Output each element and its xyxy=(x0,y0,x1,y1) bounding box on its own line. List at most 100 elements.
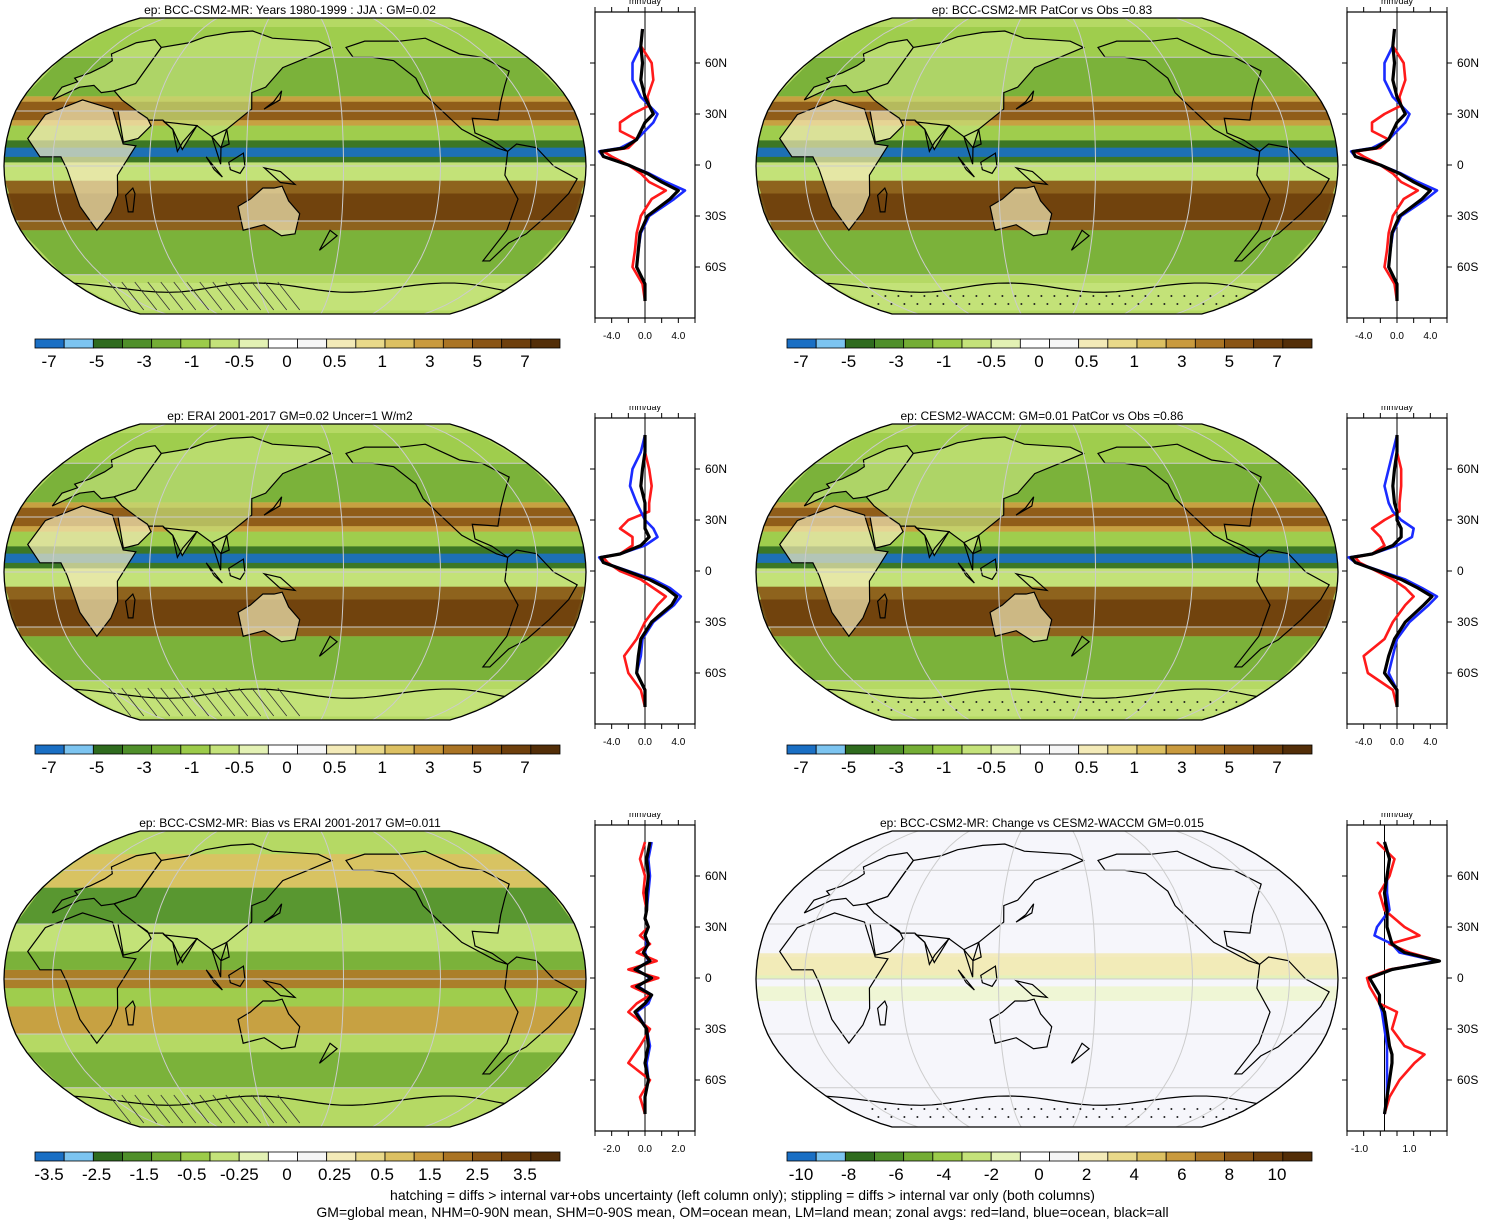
stipple-dot xyxy=(1163,1116,1166,1118)
stipple-dot xyxy=(903,303,906,305)
lat-tick-label: 60N xyxy=(705,869,727,883)
stipple-dot xyxy=(1053,295,1056,297)
graticule-line xyxy=(245,831,270,1127)
hatch-mark xyxy=(173,687,197,717)
panel-title: ep: CESM2-WACCM: GM=0.01 PatCor vs Obs =… xyxy=(900,409,1184,423)
graticule-line xyxy=(51,424,167,720)
colorbar-cell xyxy=(92,1151,123,1162)
colorbar-cell xyxy=(151,338,182,349)
panel-title: ep: BCC-CSM2-MR PatCor vs Obs =0.83 xyxy=(931,3,1153,17)
colorbar-label: 8 xyxy=(1224,1165,1235,1184)
colorbar-label: 3 xyxy=(425,758,435,777)
coastline xyxy=(318,1042,339,1064)
colorbar-cell xyxy=(844,338,875,349)
colorbar-cell xyxy=(63,744,94,755)
lat-tick-label: 30N xyxy=(705,107,727,121)
zonal-tick-label: 0.0 xyxy=(638,331,652,342)
coastline xyxy=(803,39,915,101)
colorbar-cell xyxy=(815,338,846,349)
coastline xyxy=(262,166,297,186)
coastline xyxy=(211,941,230,978)
map-field xyxy=(4,424,586,720)
stipple-dot xyxy=(1111,709,1114,711)
colorbar-labels: -7 -5 -3 -1 -0.5 0 0.5 1 3 5 7 xyxy=(787,758,1312,780)
stipple-dot xyxy=(1033,709,1036,711)
colorbar-labels: -7 -5 -3 -1 -0.5 0 0.5 1 3 5 7 xyxy=(787,352,1312,374)
hatch-mark xyxy=(108,281,132,311)
stipple-dot xyxy=(968,303,971,305)
colorbar-cell xyxy=(384,1151,415,1162)
field-band xyxy=(73,688,517,717)
map-border xyxy=(755,830,1339,1128)
hatch-mark xyxy=(173,1094,197,1124)
zonal-tick-label: 4.0 xyxy=(1423,331,1437,342)
colorbar-cell xyxy=(1224,1151,1255,1162)
coastline xyxy=(1014,166,1049,186)
stipple-dot xyxy=(1007,1116,1010,1118)
stipple-dot xyxy=(1202,303,1205,305)
stipple-dot xyxy=(955,1116,958,1118)
hatch-mark xyxy=(277,687,301,717)
zonal-unit-label: mm/day xyxy=(1381,406,1414,412)
coastline xyxy=(26,912,137,1045)
colorbar-cell xyxy=(34,1151,65,1162)
stipple-dot xyxy=(1209,1108,1212,1110)
stipple-dot xyxy=(1098,709,1101,711)
field-band xyxy=(6,193,584,222)
coastline xyxy=(237,185,301,237)
stipple-dot xyxy=(1254,1116,1257,1118)
coastline xyxy=(26,99,137,232)
stipple-dot xyxy=(1085,709,1088,711)
coastline xyxy=(211,128,230,165)
stipple-dot xyxy=(1105,701,1108,703)
colorbar-cell xyxy=(874,338,905,349)
stipple-dot xyxy=(1241,709,1244,711)
stipple-dot xyxy=(871,1108,874,1110)
stipple-dot xyxy=(1092,701,1095,703)
stipple-dot xyxy=(1150,709,1153,711)
colorbar-cell xyxy=(151,1151,182,1162)
coastline xyxy=(778,99,889,232)
colorbar-cell xyxy=(961,1151,992,1162)
stipple-dot xyxy=(1079,701,1082,703)
panel-graphics: mm/day -4.0 0.0 4.0 60N 30N 0 30S 60S xyxy=(3,0,727,349)
lat-tick-label: 30S xyxy=(705,209,726,223)
colorbar-cell xyxy=(92,338,123,349)
colorbar-label: 1 xyxy=(377,758,387,777)
stipple-dot xyxy=(1144,295,1147,297)
stipple-dot xyxy=(1027,295,1030,297)
lat-tick-label: 30S xyxy=(1457,615,1478,629)
coastline xyxy=(345,37,510,152)
zonal-tick-label: 0.0 xyxy=(638,1144,652,1155)
colorbar-cell xyxy=(990,338,1021,349)
stipple-dot xyxy=(1092,295,1095,297)
stipple-dot xyxy=(1189,1116,1192,1118)
field-band xyxy=(756,953,1338,976)
stipple-dot xyxy=(1202,709,1205,711)
graticule-line xyxy=(148,424,218,720)
coastline xyxy=(1070,229,1091,251)
panel-graphics: mm/day -4.0 0.0 4.0 60N 30N 0 30S 60S xyxy=(3,406,727,755)
lat-tick-label: 30N xyxy=(705,920,727,934)
coastline xyxy=(876,186,888,213)
stipple-dot xyxy=(1118,701,1121,703)
coastline xyxy=(162,934,199,966)
zonal-unit-label: mm/day xyxy=(1381,0,1414,6)
panel-title: ep: BCC-CSM2-MR: Years 1980-1999 : JJA :… xyxy=(144,3,436,17)
hatch-mark xyxy=(134,1094,158,1124)
stipple-dot xyxy=(1196,1108,1199,1110)
field-band xyxy=(4,951,586,970)
coastline xyxy=(1014,979,1049,999)
lat-tick-label: 30S xyxy=(705,615,726,629)
colorbar-label: -3.5 xyxy=(34,1165,64,1184)
coastline xyxy=(205,562,223,584)
coastline xyxy=(51,852,163,914)
graticule-line xyxy=(997,18,1022,314)
colorbar-cell xyxy=(815,744,846,755)
colorbar-label: -0.5 xyxy=(224,352,255,371)
stipple-dot xyxy=(1137,303,1140,305)
stipple-dot xyxy=(1001,701,1004,703)
coastline xyxy=(481,549,578,668)
colorbar-label: 0.25 xyxy=(318,1165,352,1184)
field-band xyxy=(758,193,1336,222)
